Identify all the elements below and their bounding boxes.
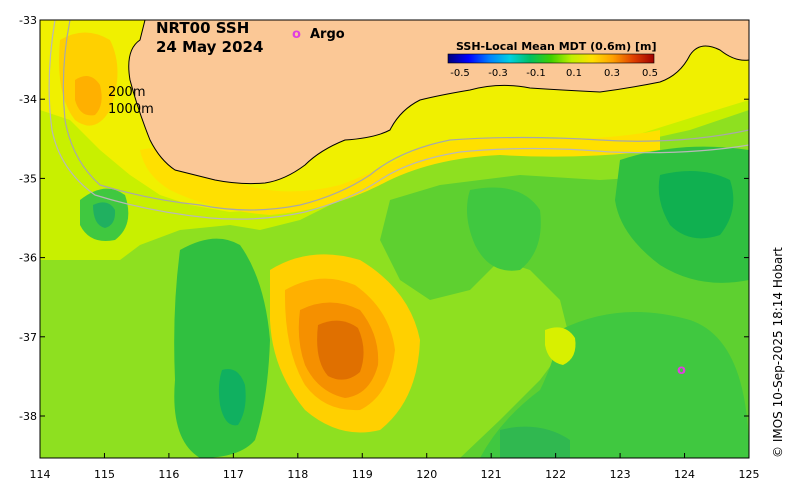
contour-sw-eddy-core — [218, 369, 246, 426]
contour-1000m — [48, 20, 749, 220]
y-tick-label: -38 — [19, 410, 37, 423]
argo-legend-marker: o — [292, 27, 301, 42]
x-tick-label: 114 — [30, 468, 51, 481]
x-tick-label: 122 — [545, 468, 566, 481]
depth-label-200m: 200m — [108, 85, 145, 100]
contour-mid-east-green — [466, 187, 541, 271]
x-tick-label: 117 — [223, 468, 244, 481]
contour-coast-yellow — [140, 130, 660, 215]
contour-sw-eddy — [174, 238, 270, 458]
x-tick-label: 118 — [287, 468, 308, 481]
colorbar-title: SSH-Local Mean MDT (0.6m) [m] — [456, 40, 656, 53]
y-tick-label: -35 — [19, 172, 37, 185]
x-tick-label: 115 — [94, 468, 115, 481]
colorbar-tick-label: 0.5 — [642, 68, 658, 79]
argo-float-marker: o — [677, 363, 686, 378]
bathymetry-contours — [48, 20, 749, 220]
contour-east-eddy-core — [658, 171, 734, 239]
contour-yellow-patch — [545, 327, 576, 365]
x-tick-label: 123 — [610, 468, 631, 481]
x-axis-ticks: 114 115 116 117 118 119 120 121 122 123 124 125 — [30, 453, 760, 481]
y-tick-label: -34 — [19, 93, 37, 106]
x-tick-label: 119 — [352, 468, 373, 481]
colorbar-tick-label: -0.1 — [526, 68, 546, 79]
y-axis-ticks: -33 -34 -35 -36 -37 -38 — [19, 14, 749, 423]
depth-label-1000m: 1000m — [108, 102, 154, 117]
argo-legend-label: Argo — [310, 27, 345, 42]
x-tick-label: 116 — [158, 468, 179, 481]
colorbar-ticks: -0.5 -0.3 -0.1 0.1 0.3 0.5 — [450, 68, 658, 79]
y-tick-label: -36 — [19, 252, 37, 265]
y-tick-label: -37 — [19, 331, 37, 344]
contour-eddy-115-core — [93, 202, 116, 228]
imos-credit: © IMOS 10-Sep-2025 18:14 Hobart — [771, 247, 785, 458]
contour-warm-eddy-core — [317, 320, 364, 380]
contour-200m — [62, 20, 749, 211]
map-title-line2: 24 May 2024 — [156, 38, 263, 56]
colorbar-tick-label: -0.3 — [488, 68, 508, 79]
colorbar-tick-label: 0.3 — [604, 68, 620, 79]
x-tick-label: 121 — [481, 468, 502, 481]
colorbar-tick-label: -0.5 — [450, 68, 470, 79]
contour-se-green-2 — [500, 426, 570, 458]
x-tick-label: 124 — [674, 468, 695, 481]
x-tick-label: 120 — [416, 468, 437, 481]
contour-se-green — [480, 312, 749, 458]
y-tick-label: -33 — [19, 14, 37, 27]
x-tick-label: 125 — [739, 468, 760, 481]
colorbar-tick-label: 0.1 — [566, 68, 582, 79]
map-title-line1: NRT00 SSH — [156, 19, 249, 37]
ssh-contour-field — [40, 20, 749, 458]
plot-frame — [39, 19, 750, 459]
contour-orange-tl2 — [75, 76, 102, 116]
colorbar — [447, 53, 655, 64]
